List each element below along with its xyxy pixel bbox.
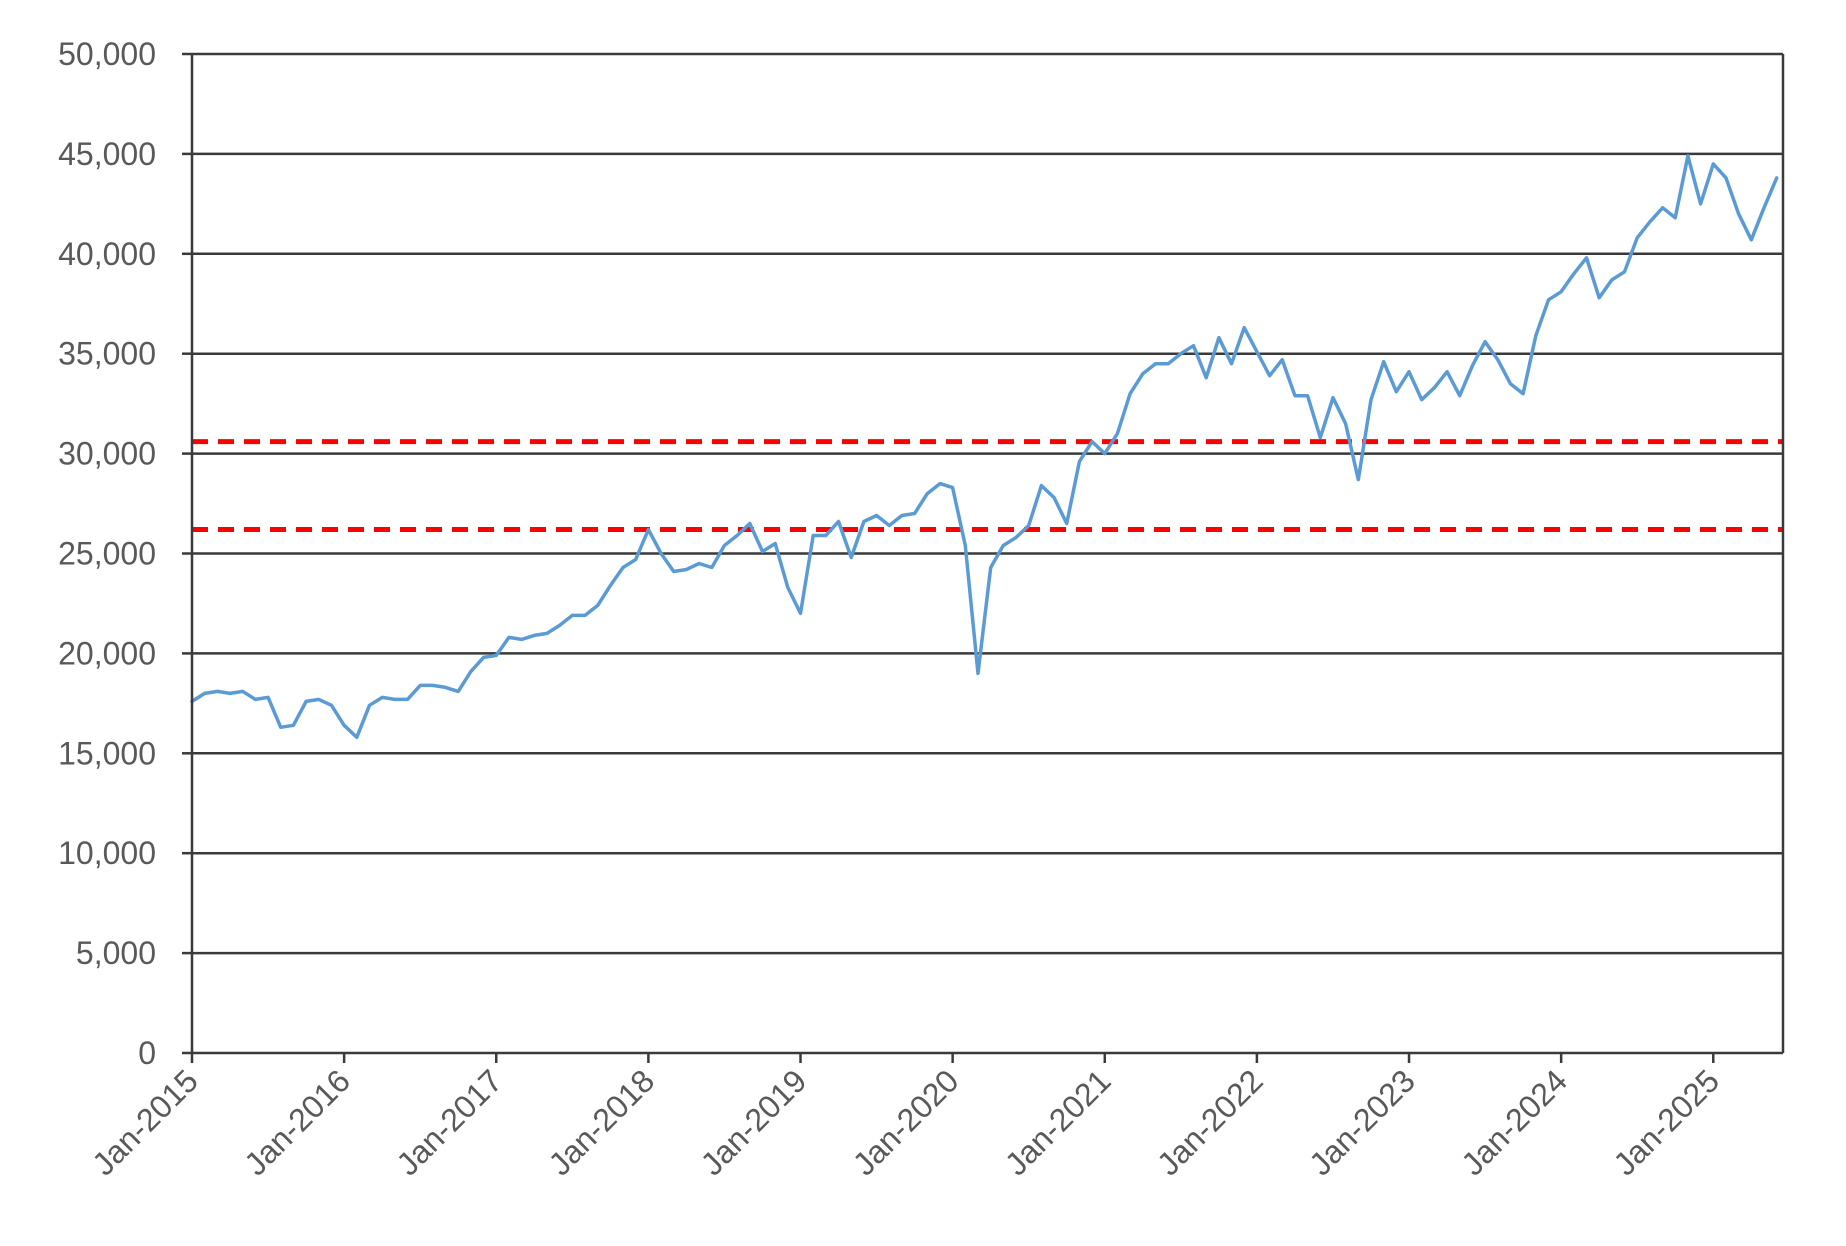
x-tick-label: Jan-2021 bbox=[998, 1062, 1118, 1182]
x-tick-label: Jan-2024 bbox=[1454, 1062, 1574, 1182]
x-tick-label: Jan-2020 bbox=[846, 1062, 966, 1182]
x-tick-label: Jan-2019 bbox=[694, 1062, 814, 1182]
gridlines bbox=[192, 54, 1783, 953]
y-tick-label: 15,000 bbox=[58, 735, 156, 771]
y-tick-label: 30,000 bbox=[58, 436, 156, 472]
y-tick-label: 10,000 bbox=[58, 835, 156, 871]
x-tick-label: Jan-2025 bbox=[1606, 1062, 1726, 1182]
x-tick-label: Jan-2016 bbox=[237, 1062, 357, 1182]
x-tick-label: Jan-2018 bbox=[542, 1062, 662, 1182]
y-tick-label: 20,000 bbox=[58, 635, 156, 671]
x-axis-tick-labels: Jan-2015 Jan-2016 Jan-2017 Jan-2018 Jan-2019… bbox=[85, 1062, 1726, 1182]
x-tick-label: Jan-2017 bbox=[389, 1062, 509, 1182]
y-tick-label: 5,000 bbox=[76, 935, 156, 971]
x-tick-label: Jan-2015 bbox=[85, 1062, 205, 1182]
x-tick-label: Jan-2023 bbox=[1302, 1062, 1422, 1182]
y-tick-label: 50,000 bbox=[58, 36, 156, 72]
series-layer bbox=[192, 156, 1777, 737]
y-tick-label: 35,000 bbox=[58, 336, 156, 372]
axes bbox=[182, 54, 1783, 1063]
y-tick-label: 40,000 bbox=[58, 236, 156, 272]
y-tick-label: 0 bbox=[138, 1035, 156, 1071]
y-tick-label: 45,000 bbox=[58, 136, 156, 172]
series-line bbox=[192, 156, 1777, 737]
y-axis-tick-labels: 0 5,000 10,000 15,000 20,000 25,000 30,000 35,0… bbox=[58, 36, 156, 1071]
y-tick-label: 25,000 bbox=[58, 536, 156, 572]
x-tick-label: Jan-2022 bbox=[1150, 1062, 1270, 1182]
